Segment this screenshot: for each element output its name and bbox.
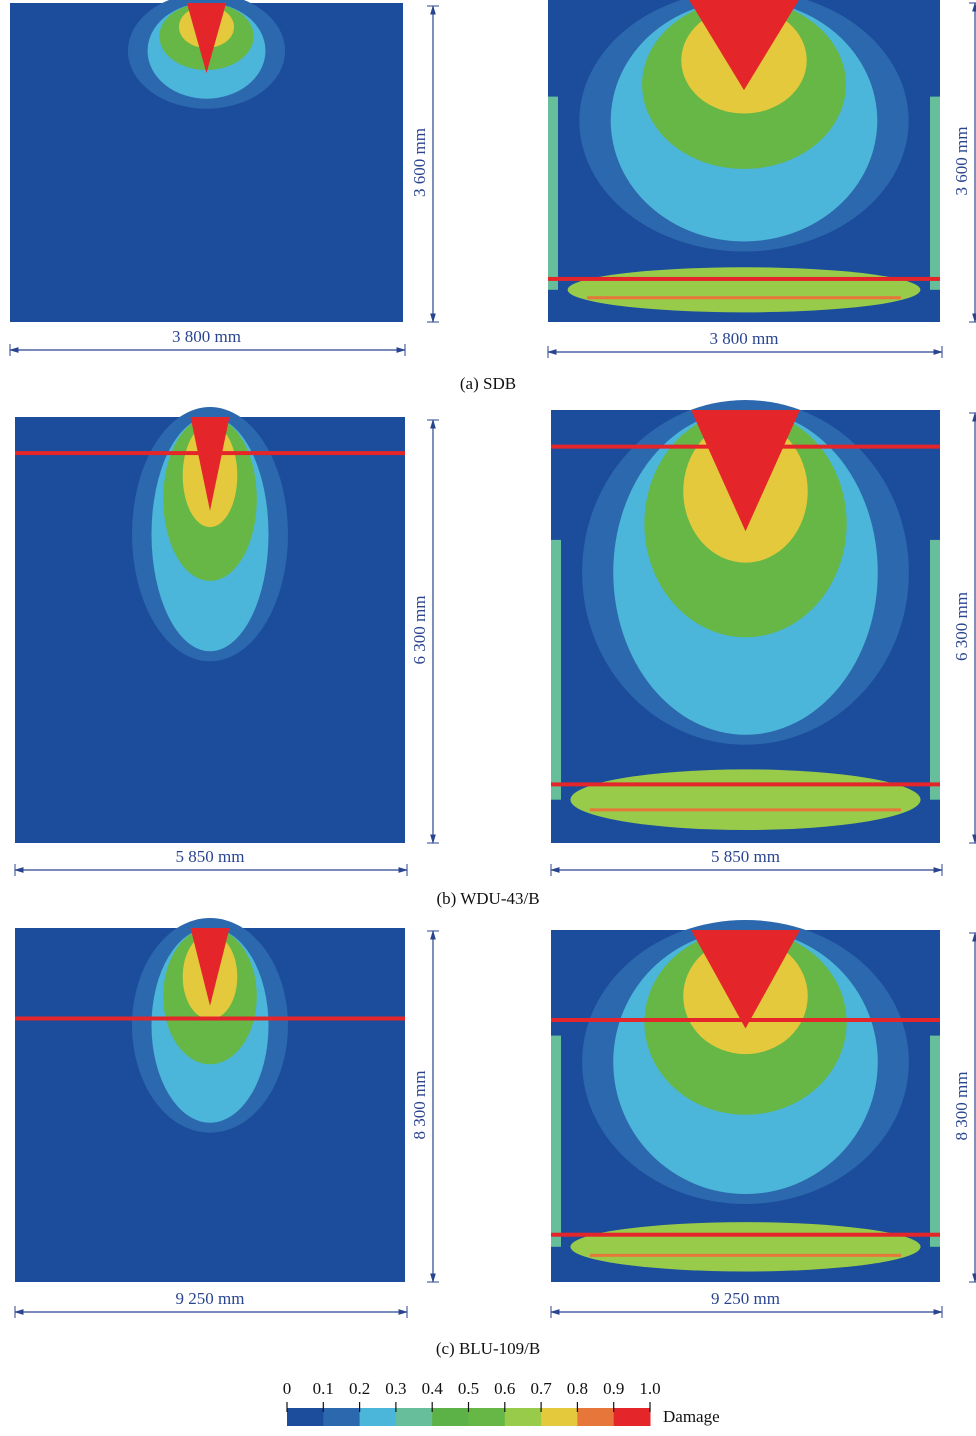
colorbar-segment: [396, 1408, 433, 1426]
height-label: 8 300 mm: [410, 1071, 429, 1140]
colorbar-segment: [541, 1408, 578, 1426]
colorbar-segment: [505, 1408, 542, 1426]
colorbar-segment: [577, 1408, 614, 1426]
damage-contour: [548, 0, 940, 322]
colorbar-label: Damage: [663, 1407, 720, 1426]
width-label: 9 250 mm: [176, 1289, 245, 1308]
bottom-damage: [570, 769, 920, 830]
bottom-damage: [570, 1222, 920, 1271]
colorbar-tick-label: 0.7: [530, 1379, 552, 1398]
side-damage: [930, 97, 940, 290]
side-damage: [551, 540, 561, 800]
height-label: 3 600 mm: [410, 128, 429, 197]
crack: [590, 1254, 901, 1257]
colorbar-tick-label: 1.0: [639, 1379, 660, 1398]
width-label: 9 250 mm: [711, 1289, 780, 1308]
side-damage: [548, 97, 558, 290]
crack: [548, 277, 940, 281]
damage-contour: [551, 400, 940, 843]
caption: (c) BLU-109/B: [436, 1339, 540, 1358]
crack: [551, 445, 940, 449]
caption: (a) SDB: [460, 374, 516, 393]
side-damage: [930, 1036, 940, 1247]
colorbar-tick-label: 0.3: [385, 1379, 406, 1398]
colorbar-segment: [323, 1408, 360, 1426]
crack: [587, 296, 901, 299]
colorbar-segment: [360, 1408, 397, 1426]
bottom-damage: [568, 267, 921, 312]
colorbar-tick-label: 0.9: [603, 1379, 624, 1398]
crack: [590, 808, 901, 811]
colorbar-tick-label: 0.4: [422, 1379, 444, 1398]
colorbar-segment: [614, 1408, 651, 1426]
colorbar-tick-label: 0.2: [349, 1379, 370, 1398]
caption: (b) WDU-43/B: [436, 889, 539, 908]
crack: [15, 451, 405, 455]
height-label: 6 300 mm: [952, 592, 971, 661]
colorbar-tick-label: 0.6: [494, 1379, 515, 1398]
height-label: 3 600 mm: [952, 127, 971, 196]
colorbar-segment: [469, 1408, 506, 1426]
side-damage: [930, 540, 940, 800]
damage-contour: [551, 920, 940, 1282]
colorbar-tick-label: 0.5: [458, 1379, 479, 1398]
damage-contour: [15, 407, 405, 843]
colorbar-segment: [432, 1408, 469, 1426]
crack: [15, 1017, 405, 1021]
colorbar-tick-label: 0: [283, 1379, 292, 1398]
side-damage: [551, 1036, 561, 1247]
damage-contour: [10, 0, 403, 322]
damage-contour: [15, 918, 405, 1282]
width-label: 5 850 mm: [711, 847, 780, 866]
height-label: 8 300 mm: [952, 1072, 971, 1141]
crack: [551, 1233, 940, 1237]
figure: 3 600 mm 3 800 mm 3 600 mm 3 800 mm (a) SDB 6…: [0, 0, 976, 1436]
crack: [551, 782, 940, 786]
width-label: 5 850 mm: [176, 847, 245, 866]
colorbar-tick-label: 0.8: [567, 1379, 588, 1398]
colorbar-tick-label: 0.1: [313, 1379, 334, 1398]
colorbar-segment: [287, 1408, 324, 1426]
height-label: 6 300 mm: [410, 596, 429, 665]
width-label: 3 800 mm: [172, 327, 241, 346]
crack: [551, 1018, 940, 1022]
width-label: 3 800 mm: [710, 329, 779, 348]
